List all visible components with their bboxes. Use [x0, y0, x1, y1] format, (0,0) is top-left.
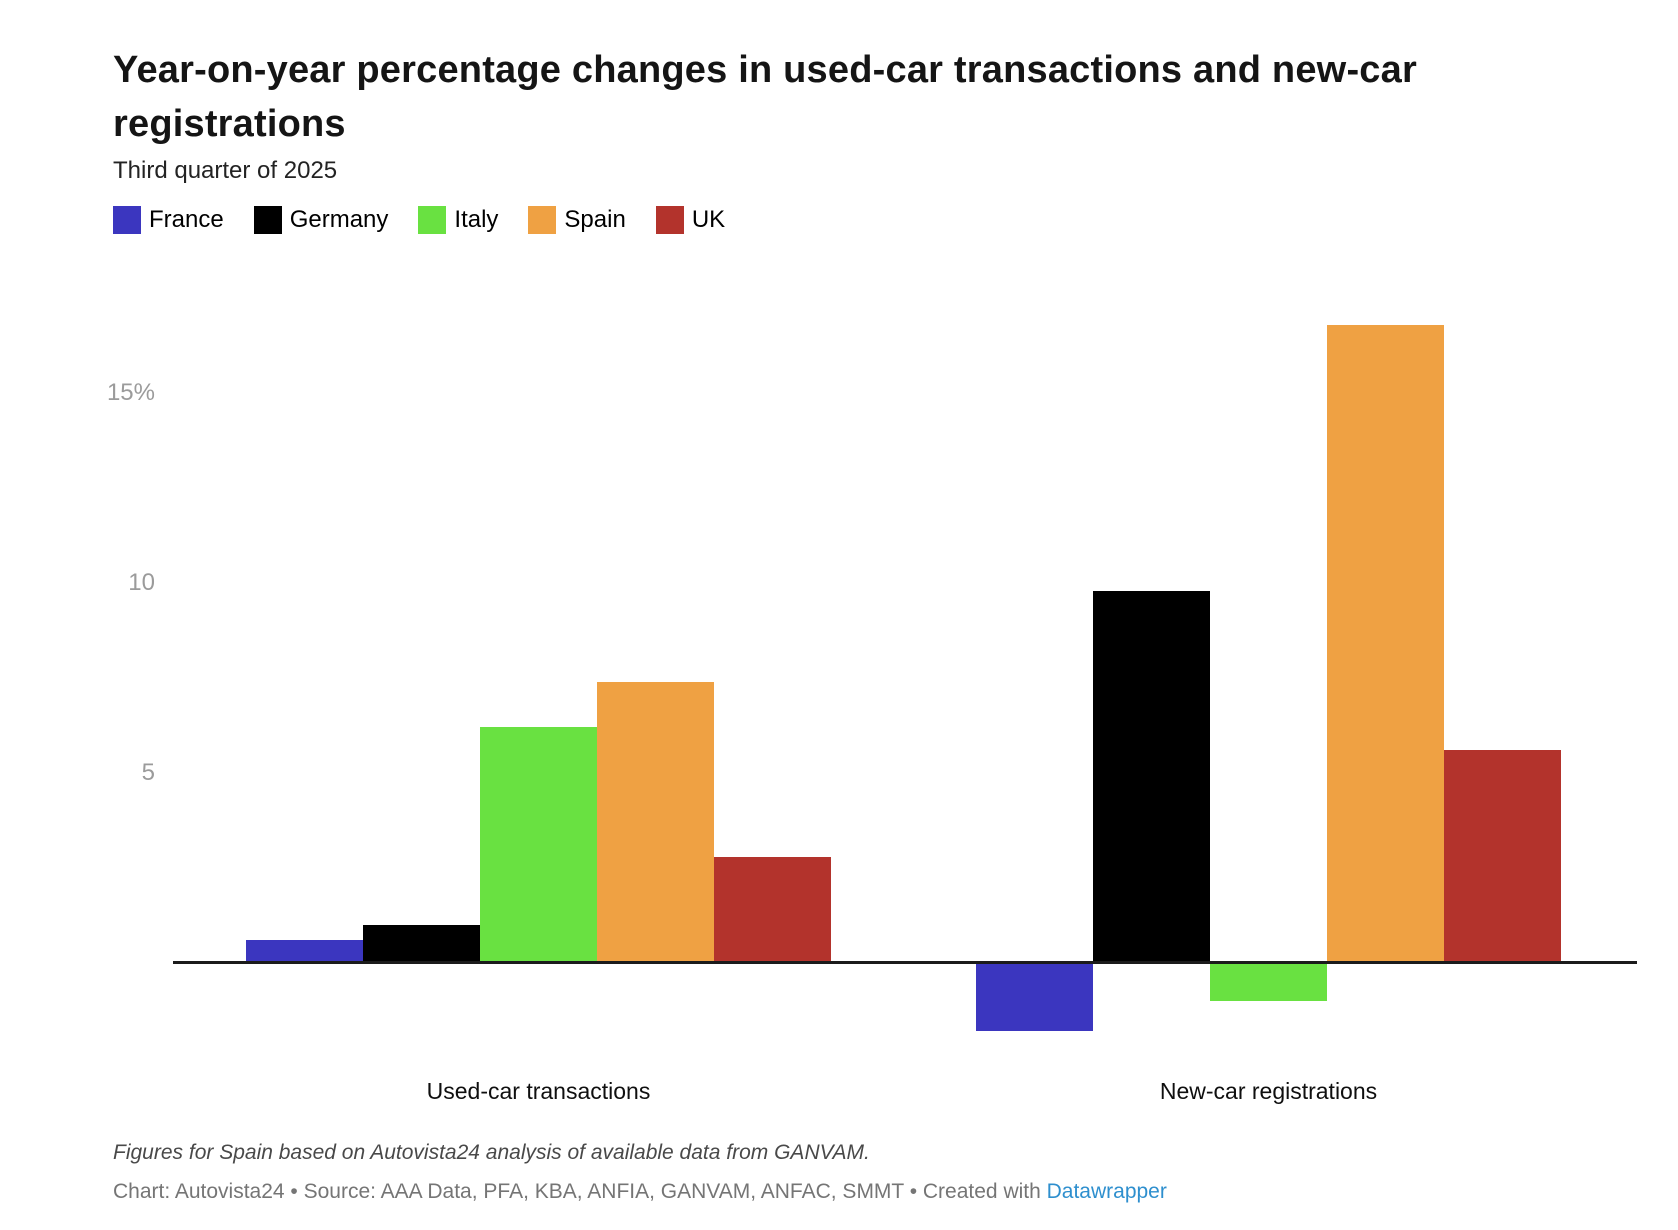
byline-text: Chart: Autovista24 • Source: AAA Data, P… [113, 1180, 1047, 1203]
bar-italy-used[interactable] [480, 727, 597, 963]
legend-item-italy: Italy [418, 206, 498, 234]
legend-label: Italy [454, 206, 499, 233]
legend-item-france: France [113, 206, 224, 234]
bar-france-new[interactable] [976, 963, 1093, 1032]
bar-germany-used[interactable] [363, 925, 480, 963]
x-axis-baseline [173, 961, 1637, 964]
legend-swatch-icon [528, 206, 557, 234]
bar-italy-new[interactable] [1210, 963, 1327, 1001]
chart-subtitle: Third quarter of 2025 [113, 157, 338, 184]
legend: France Germany Italy Spain UK [113, 206, 725, 234]
bar-uk-used[interactable] [714, 856, 831, 963]
legend-swatch-icon [113, 206, 141, 234]
chart-title: Year-on-year percentage changes in used-… [113, 49, 1417, 145]
legend-item-spain: Spain [528, 206, 626, 234]
bar-france-used[interactable] [246, 940, 363, 963]
bar-spain-new[interactable] [1327, 324, 1444, 963]
chart-byline: Chart: Autovista24 • Source: AAA Data, P… [113, 1180, 1167, 1204]
category-label: Used-car transactions [426, 1078, 651, 1104]
legend-swatch-icon [418, 206, 447, 234]
chart-footnote: Figures for Spain based on Autovista24 a… [113, 1141, 870, 1164]
legend-label: UK [691, 206, 726, 233]
legend-swatch-icon [253, 206, 282, 234]
legend-label: Germany [289, 206, 389, 233]
bar-uk-new[interactable] [1444, 750, 1561, 963]
legend-label: Spain [564, 206, 626, 233]
category-label: New-car registrations [1159, 1078, 1378, 1104]
legend-item-germany: Germany [253, 206, 389, 234]
datawrapper-link[interactable]: Datawrapper [1046, 1180, 1167, 1203]
y-tick-label: 5 [141, 759, 155, 786]
bar-spain-used[interactable] [597, 681, 714, 963]
legend-swatch-icon [655, 206, 684, 234]
bar-germany-new[interactable] [1093, 590, 1210, 963]
y-tick-label: 15% [106, 379, 155, 406]
legend-label: France [149, 206, 224, 233]
legend-item-uk: UK [655, 206, 726, 234]
y-tick-label: 10 [128, 569, 155, 596]
